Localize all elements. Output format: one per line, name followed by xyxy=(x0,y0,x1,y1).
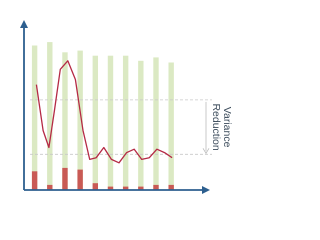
short-bar xyxy=(138,186,144,190)
tall-bar xyxy=(122,55,129,191)
tall-bar xyxy=(138,60,144,190)
annotation-text: Reduction xyxy=(210,103,222,150)
variance-arrowhead xyxy=(202,148,210,155)
short-bar xyxy=(168,184,174,190)
tall-bar xyxy=(92,55,99,191)
short-bar xyxy=(153,184,159,190)
short-bar xyxy=(62,167,68,190)
x-axis-arrow xyxy=(202,186,210,194)
tall-bar xyxy=(31,45,38,190)
tall-bar xyxy=(47,42,53,190)
short-bar xyxy=(77,169,83,190)
annotation-text: Variance xyxy=(221,107,233,148)
short-bar xyxy=(107,186,114,190)
tall-bar xyxy=(77,50,83,190)
short-bar xyxy=(92,183,99,190)
y-axis-arrow xyxy=(20,20,28,28)
tall-bar xyxy=(107,55,114,191)
tall-bar xyxy=(153,57,159,191)
tall-bar xyxy=(62,52,68,190)
short-bar xyxy=(47,184,53,190)
short-bar xyxy=(31,171,38,190)
tall-bar xyxy=(168,62,174,190)
short-bar xyxy=(122,186,129,190)
curve xyxy=(35,60,173,164)
